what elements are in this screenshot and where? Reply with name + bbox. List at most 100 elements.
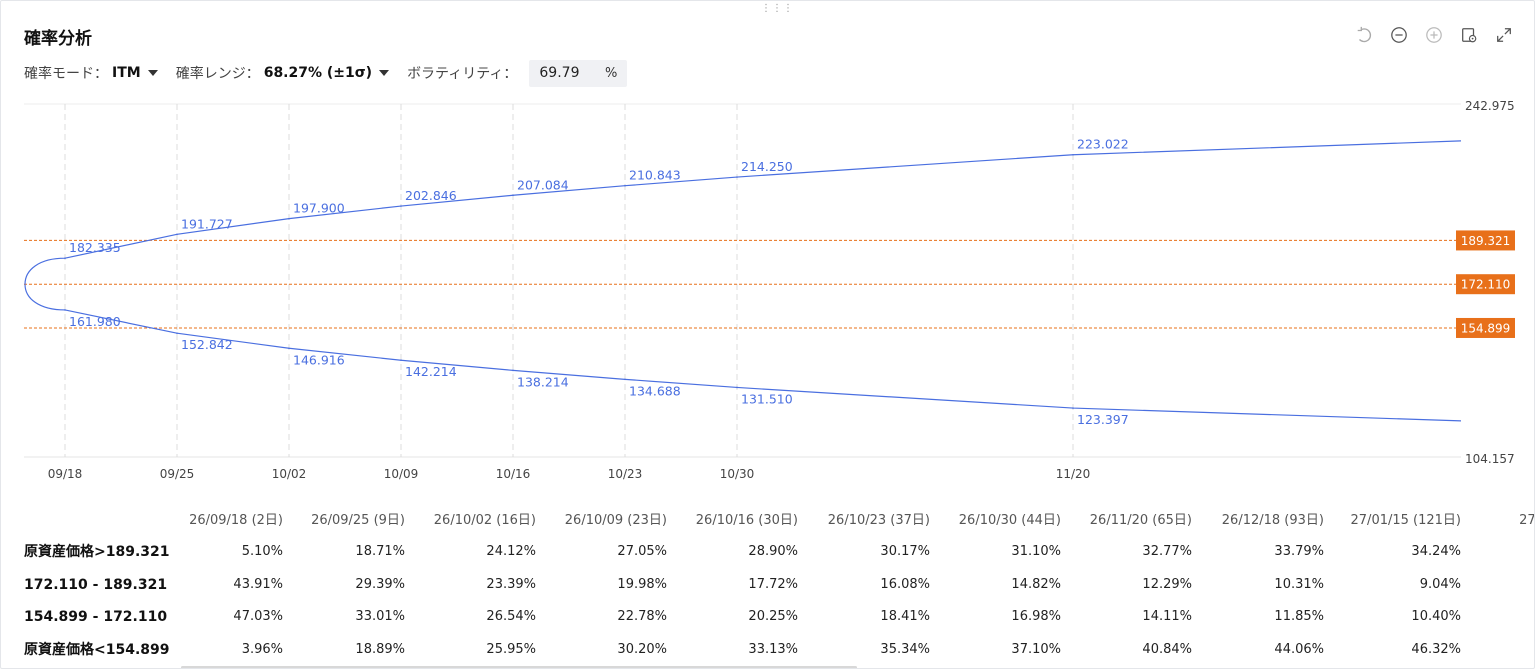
table-cell: 28.90%	[748, 544, 798, 559]
curve-point	[288, 347, 290, 350]
curve-point	[736, 176, 738, 178]
table-cell: 18.89%	[355, 641, 405, 657]
curve-point-label: 152.842	[181, 337, 233, 352]
probability-mode-value: ITM	[112, 65, 141, 81]
zoom-out-icon[interactable]	[1389, 25, 1409, 45]
chevron-down-icon	[147, 70, 158, 76]
table-cell: 37.10%	[1011, 641, 1061, 657]
table-header-cell: 26/10/09 (23日)	[564, 513, 667, 528]
table-header-cell: 26/11/20 (65日)	[1089, 513, 1192, 528]
curve-point-label: 202.846	[405, 188, 457, 203]
curve-point	[736, 386, 738, 389]
x-tick-label: 09/25	[160, 467, 195, 481]
drag-handle-icon[interactable]: ⋮⋮⋮	[761, 3, 794, 14]
volatility-input[interactable]: 69.79 %	[529, 59, 628, 87]
curve-point	[400, 205, 402, 207]
curve-point-label: 123.397	[1077, 412, 1129, 427]
table-cell: 33.13%	[748, 641, 798, 657]
table-cell: 16.98%	[1011, 609, 1061, 624]
table-cell: 46.32%	[1411, 641, 1461, 657]
table-row-label: 172.110 - 189.321	[24, 576, 168, 593]
x-tick-label: 10/30	[720, 467, 755, 481]
table-row: 原資産価格>189.321 5.10% 18.71% 24.12% 27.05% 28.9…	[1, 537, 1534, 567]
curve-point	[624, 184, 626, 187]
curve-point-label: 223.022	[1077, 137, 1129, 152]
price-level-tag	[1456, 274, 1515, 295]
table-cell: 34.24%	[1411, 544, 1461, 559]
curve-point	[288, 217, 290, 220]
volatility-unit: %	[605, 65, 618, 81]
table-cell: 27.05%	[617, 544, 667, 559]
table-row-label: 原資産価格<154.899	[24, 641, 170, 658]
table-cell: 18.71%	[355, 544, 405, 559]
price-level-tag	[1456, 317, 1515, 338]
curve-point-label: 191.727	[181, 216, 233, 231]
curve-point-label: 182.335	[69, 240, 121, 255]
price-level-label: 154.899	[1461, 321, 1511, 335]
curve-point	[64, 257, 66, 260]
curve-point-label: 142.214	[405, 364, 457, 379]
table-cell: 33.01%	[355, 609, 405, 624]
volatility-value: 69.79	[539, 65, 580, 81]
curve-point-label: 138.214	[517, 374, 569, 389]
table-header-cell: 26/09/18 (2日)	[189, 513, 283, 528]
table-cell: 18.41%	[880, 609, 930, 624]
table-header-cell: 27/02/	[1519, 513, 1535, 528]
table-row-label: 154.899 - 172.110	[24, 609, 168, 625]
price-level-label: 189.321	[1461, 234, 1511, 248]
table-header-cell: 26/12/18 (93日)	[1221, 513, 1324, 528]
table-cell: 17.72%	[748, 576, 798, 592]
table-cell: 30.17%	[880, 544, 930, 559]
y-tick-label: 104.157	[1465, 452, 1515, 466]
chevron-down-icon	[379, 70, 390, 76]
expand-icon[interactable]	[1494, 25, 1514, 45]
table-header-row: 26/09/18 (2日) 26/09/25 (9日) 26/10/02 (16日)…	[1, 506, 1535, 536]
table-cell: 47.03%	[233, 609, 283, 624]
table-cell: 30.20%	[617, 641, 667, 657]
curve-point	[176, 332, 178, 334]
table-cell: 20.25%	[748, 609, 798, 624]
table-cell: 44.06%	[1274, 641, 1324, 657]
price-level-tag	[1456, 230, 1515, 251]
table-cell: 25.95%	[486, 641, 536, 657]
table-row: 154.899 - 172.110 47.03% 33.01% 26.54% 22.78…	[1, 602, 1534, 632]
curve-point-label: 161.980	[69, 314, 121, 329]
table-cell: 40.84%	[1142, 641, 1192, 657]
zoom-in-icon[interactable]	[1424, 25, 1444, 45]
volatility-label: ボラティリティ：	[407, 66, 518, 82]
probability-range-dropdown[interactable]: 確率レンジ： 68.27% (±1σ)	[176, 63, 390, 83]
curve-point-label: 207.084	[517, 177, 569, 192]
x-tick-label: 09/18	[48, 467, 83, 481]
table-header-cell: 27/01/15 (121日)	[1350, 513, 1461, 528]
curve-point	[1072, 153, 1074, 156]
table-cell: 23.39%	[486, 576, 536, 592]
x-tick-label: 10/23	[608, 467, 643, 481]
curve-point	[624, 378, 626, 381]
table-cell: 14.11%	[1142, 609, 1192, 624]
table-cell: 32.77%	[1142, 544, 1192, 559]
x-tick-label: 10/02	[272, 467, 307, 481]
table-cell: 33.79%	[1274, 544, 1324, 559]
curve-point-label: 197.900	[293, 201, 345, 216]
table-cell: 16.08%	[880, 576, 930, 592]
table-cell: 29.39%	[355, 576, 405, 592]
price-level-label: 172.110	[1461, 278, 1511, 292]
table-cell: 14.82%	[1011, 576, 1061, 592]
table-header-cell: 26/09/25 (9日)	[311, 513, 405, 528]
table-header-cell: 26/10/02 (16日)	[433, 513, 536, 528]
panel-title: 確率分析	[24, 29, 92, 49]
x-tick-label: 11/20	[1056, 467, 1091, 481]
curve-point	[1072, 407, 1074, 409]
x-tick-label: 10/09	[384, 467, 419, 481]
settings-icon[interactable]	[1459, 25, 1479, 45]
table-cell: 10.40%	[1411, 609, 1461, 624]
table-cell: 9.04%	[1419, 576, 1461, 592]
probability-chart[interactable]: 09/18 09/25 10/02 10/09 10/16 10/23 10/30 11/20…	[1, 1, 1535, 496]
probability-mode-dropdown[interactable]: 確率モード： ITM	[24, 63, 158, 83]
horizontal-scrollbar[interactable]	[181, 666, 857, 668]
x-tick-label: 10/16	[496, 467, 531, 481]
table-cell: 26.54%	[486, 609, 536, 624]
undo-icon[interactable]	[1354, 25, 1374, 45]
control-bar: 確率モード： ITM 確率レンジ： 68.27% (±1σ) ボラティリティ： …	[24, 59, 628, 87]
